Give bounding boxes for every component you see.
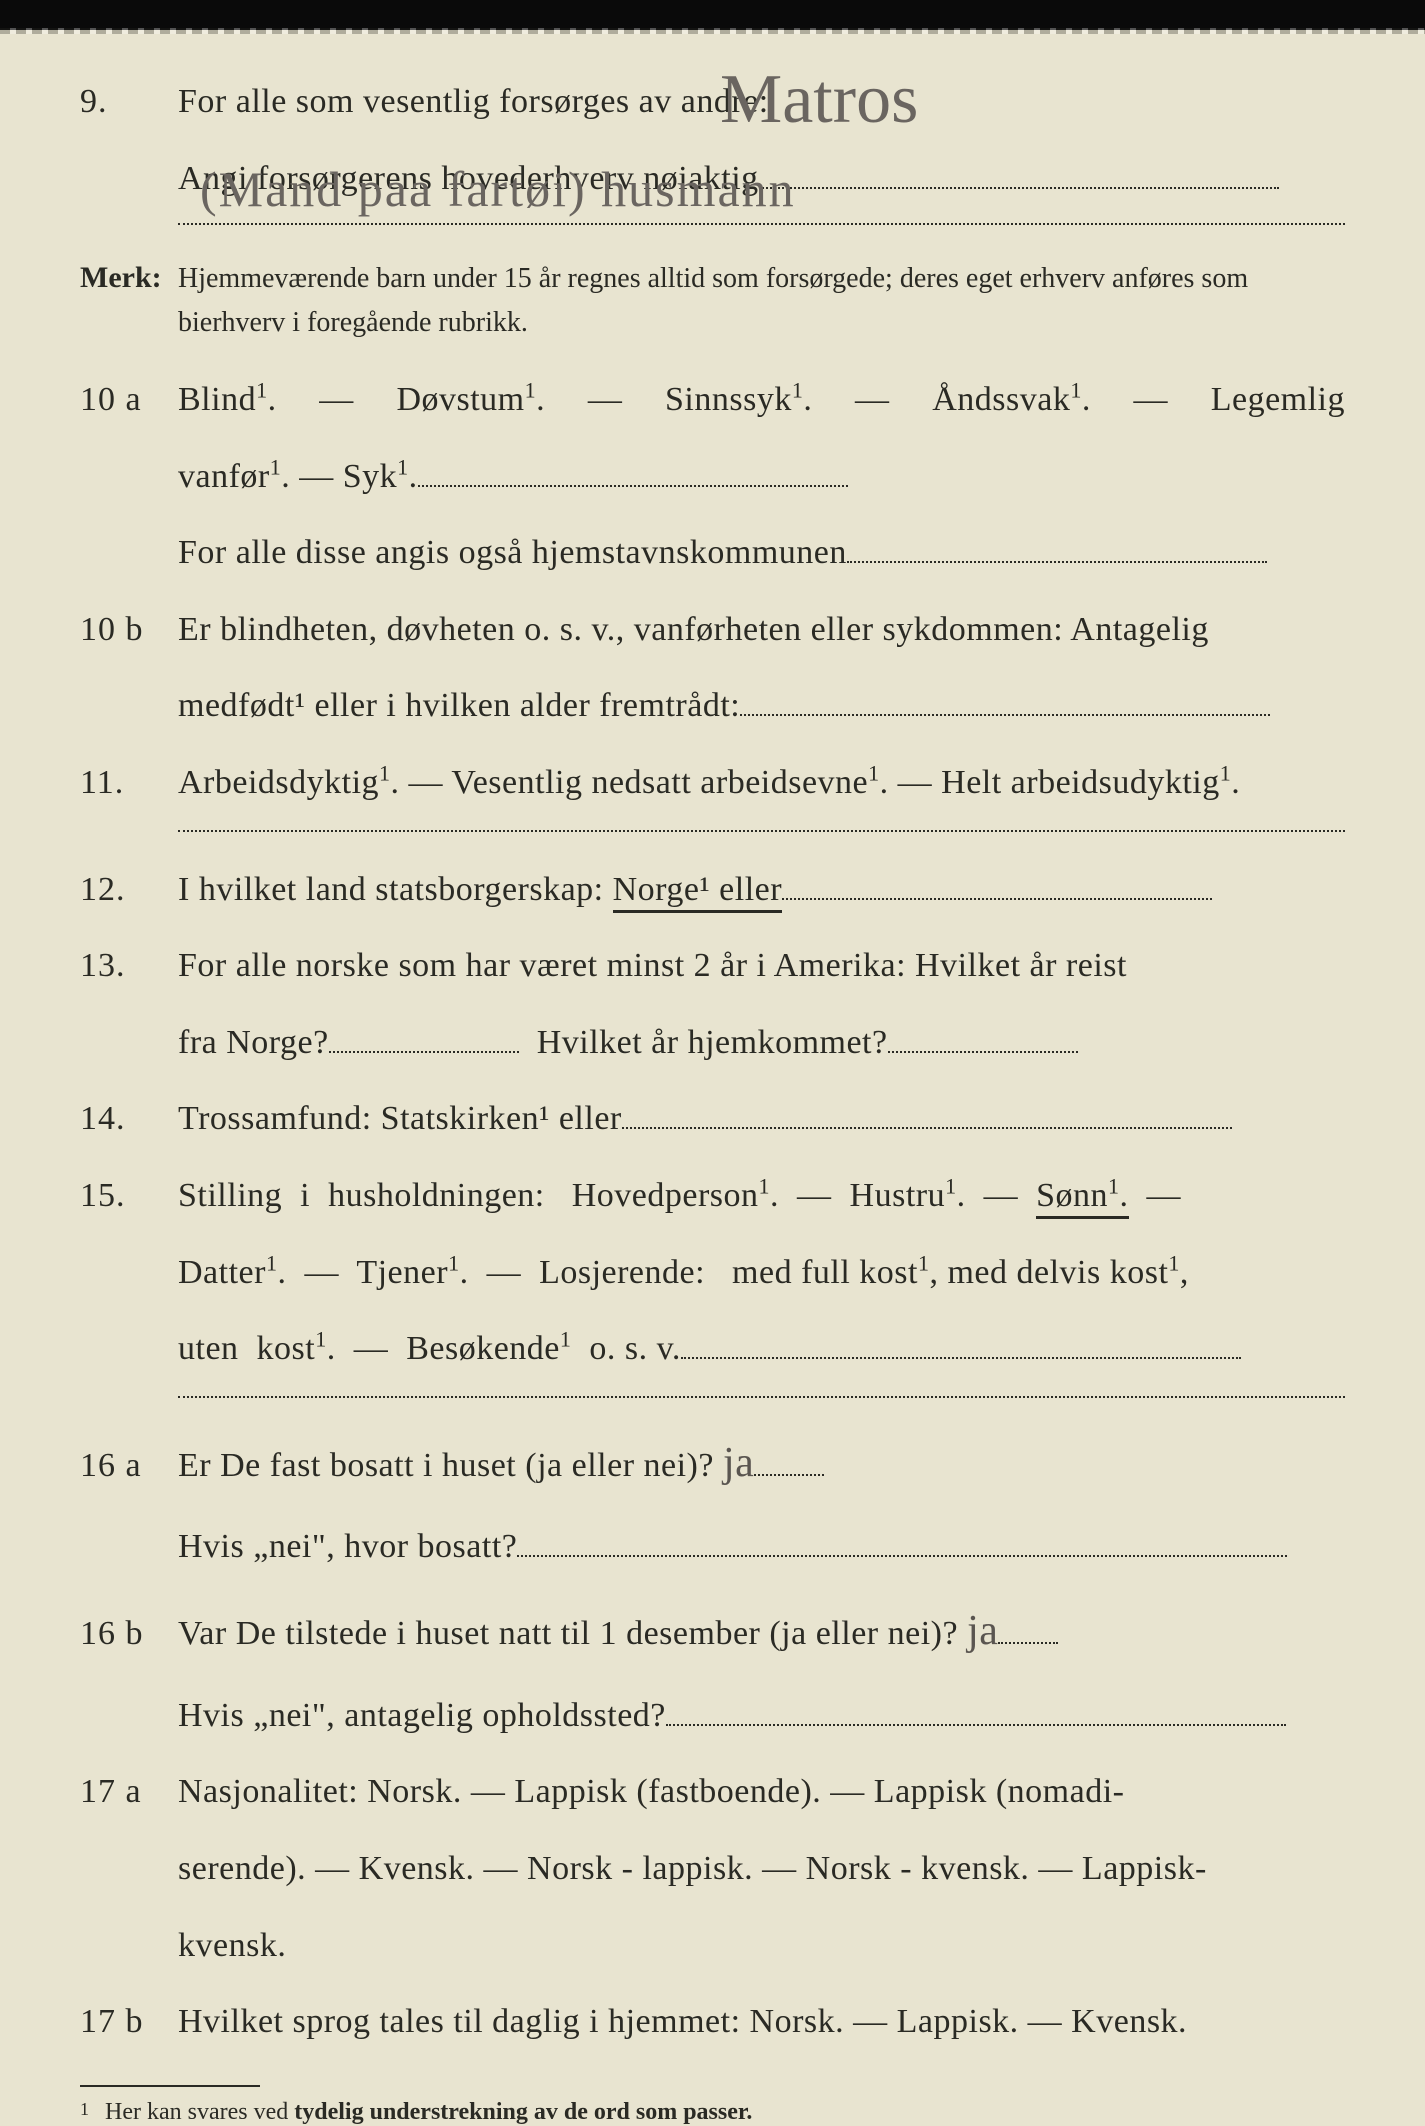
question-number: 17 b (80, 1990, 160, 2055)
question-17b: 17 b Hvilket sprog tales til daglig i hj… (80, 1990, 1345, 2055)
question-number: 10 a (80, 368, 160, 433)
fill-line (740, 682, 1270, 716)
fill-line (759, 155, 1279, 189)
fill-line (754, 1442, 824, 1476)
fill-line (178, 223, 1345, 225)
question-15-line2: Datter1. — Tjener1. — Losjerende: med fu… (80, 1241, 1345, 1306)
question-17a-line2: serende). — Kvensk. — Norsk - lappisk. —… (80, 1837, 1345, 1902)
question-15-line3: uten kost1. — Besøkende1 o. s. v. (80, 1317, 1345, 1382)
question-text: vanfør1. — Syk1. (178, 445, 1345, 510)
question-17a: 17 a Nasjonalitet: Norsk. — Lappisk (fas… (80, 1760, 1345, 1825)
section-divider (178, 1396, 1345, 1398)
fill-line (329, 1019, 519, 1053)
merk-label: Merk: (80, 249, 160, 306)
question-number: 16 b (80, 1602, 160, 1667)
question-text: uten kost1. — Besøkende1 o. s. v. (178, 1317, 1345, 1382)
question-10b-line2: medfødt¹ eller i hvilken alder fremtrådt… (80, 674, 1345, 739)
document-top-edge (0, 0, 1425, 30)
question-text: Hvis „nei", antagelig opholdssted? (178, 1684, 1345, 1749)
question-text: Trossamfund: Statskirken¹ eller (178, 1087, 1345, 1152)
question-13-line2: fra Norge? Hvilket år hjemkommet? (80, 1011, 1345, 1076)
fill-line (782, 866, 1212, 900)
fill-line (517, 1523, 1287, 1557)
handwritten-answer-9a: Matros (720, 60, 918, 140)
underlined-answer: Norge¹ eller (613, 871, 782, 913)
question-16a: 16 a Er De fast bosatt i huset (ja eller… (80, 1424, 1345, 1504)
footnote-text: Her kan svares ved (105, 2099, 294, 2125)
fill-line (418, 453, 848, 487)
question-text: Blind1.— Døvstum1.— Sinnssyk1.— Åndssvak… (178, 368, 1345, 433)
question-text: Hvilket sprog tales til daglig i hjemmet… (178, 1990, 1345, 2055)
question-text: Datter1. — Tjener1. — Losjerende: med fu… (178, 1241, 1345, 1306)
underlined-answer: Sønn1. (1036, 1177, 1128, 1219)
question-9: 9. For alle som vesentlig forsørges av a… (80, 70, 1345, 135)
question-text: fra Norge? Hvilket år hjemkommet? (178, 1011, 1345, 1076)
question-number: 10 b (80, 598, 160, 663)
question-10a: 10 a Blind1.— Døvstum1.— Sinnssyk1.— Ånd… (80, 368, 1345, 433)
question-16a-line2: Hvis „nei", hvor bosatt? (80, 1515, 1345, 1580)
note-merk: Merk: Hjemmeværende barn under 15 år reg… (80, 249, 1345, 344)
question-16b: 16 b Var De tilstede i huset natt til 1 … (80, 1592, 1345, 1672)
question-number: 16 a (80, 1434, 160, 1499)
handwritten-answer-9b: (Mand paa fartøi) husmann (200, 160, 796, 218)
question-number: 15. (80, 1164, 160, 1229)
question-text: Er De fast bosatt i huset (ja eller nei)… (178, 1424, 1345, 1504)
question-15: 15. Stilling i husholdningen: Hovedperso… (80, 1164, 1345, 1229)
question-12: 12. I hvilket land statsborgerskap: Norg… (80, 858, 1345, 923)
question-10a-line2: vanfør1. — Syk1. (80, 445, 1345, 510)
question-number: 14. (80, 1087, 160, 1152)
question-text: kvensk. (178, 1914, 1345, 1979)
fill-line (622, 1095, 1232, 1129)
question-14: 14. Trossamfund: Statskirken¹ eller (80, 1087, 1345, 1152)
fill-line (847, 529, 1267, 563)
fill-line (888, 1019, 1078, 1053)
footnote-number: 1 (80, 2099, 89, 2119)
question-10a-line3: For alle disse angis også hjemstavnskomm… (80, 521, 1345, 586)
footnote: 1 Her kan svares ved tydelig understrekn… (80, 2099, 1345, 2126)
question-text: Stilling i husholdningen: Hovedperson1. … (178, 1164, 1345, 1229)
question-13: 13. For alle norske som har været minst … (80, 934, 1345, 999)
question-text: For alle disse angis også hjemstavnskomm… (178, 521, 1345, 586)
question-text: Hvis „nei", hvor bosatt? (178, 1515, 1345, 1580)
question-text: Arbeidsdyktig1. — Vesentlig nedsatt arbe… (178, 751, 1345, 816)
question-text: Er blindheten, døvheten o. s. v., vanfør… (178, 598, 1345, 663)
question-text: medfødt¹ eller i hvilken alder fremtrådt… (178, 674, 1345, 739)
question-10b: 10 b Er blindheten, døvheten o. s. v., v… (80, 598, 1345, 663)
footnote-bold: tydelig understrekning av de ord som pas… (294, 2099, 752, 2125)
question-number: 17 a (80, 1760, 160, 1825)
question-number: 11. (80, 751, 160, 816)
fill-line (998, 1610, 1058, 1644)
fill-line (666, 1692, 1286, 1726)
question-11: 11. Arbeidsdyktig1. — Vesentlig nedsatt … (80, 751, 1345, 816)
question-text: Nasjonalitet: Norsk. — Lappisk (fastboen… (178, 1760, 1345, 1825)
question-17a-line3: kvensk. (80, 1914, 1345, 1979)
handwritten-answer: ja (967, 1608, 998, 1654)
section-divider (178, 830, 1345, 832)
question-16b-line2: Hvis „nei", antagelig opholdssted? (80, 1684, 1345, 1749)
merk-text: Hjemmeværende barn under 15 år regnes al… (178, 257, 1345, 344)
question-number: 12. (80, 858, 160, 923)
question-text: For alle norske som har været minst 2 år… (178, 934, 1345, 999)
question-text: I hvilket land statsborgerskap: Norge¹ e… (178, 858, 1345, 923)
footnote-rule (80, 2085, 260, 2087)
question-text: serende). — Kvensk. — Norsk - lappisk. —… (178, 1837, 1345, 1902)
question-number: 9. (80, 70, 160, 135)
question-number: 13. (80, 934, 160, 999)
question-text: Var De tilstede i huset natt til 1 desem… (178, 1592, 1345, 1672)
fill-line (681, 1325, 1241, 1359)
handwritten-answer: ja (723, 1440, 754, 1486)
